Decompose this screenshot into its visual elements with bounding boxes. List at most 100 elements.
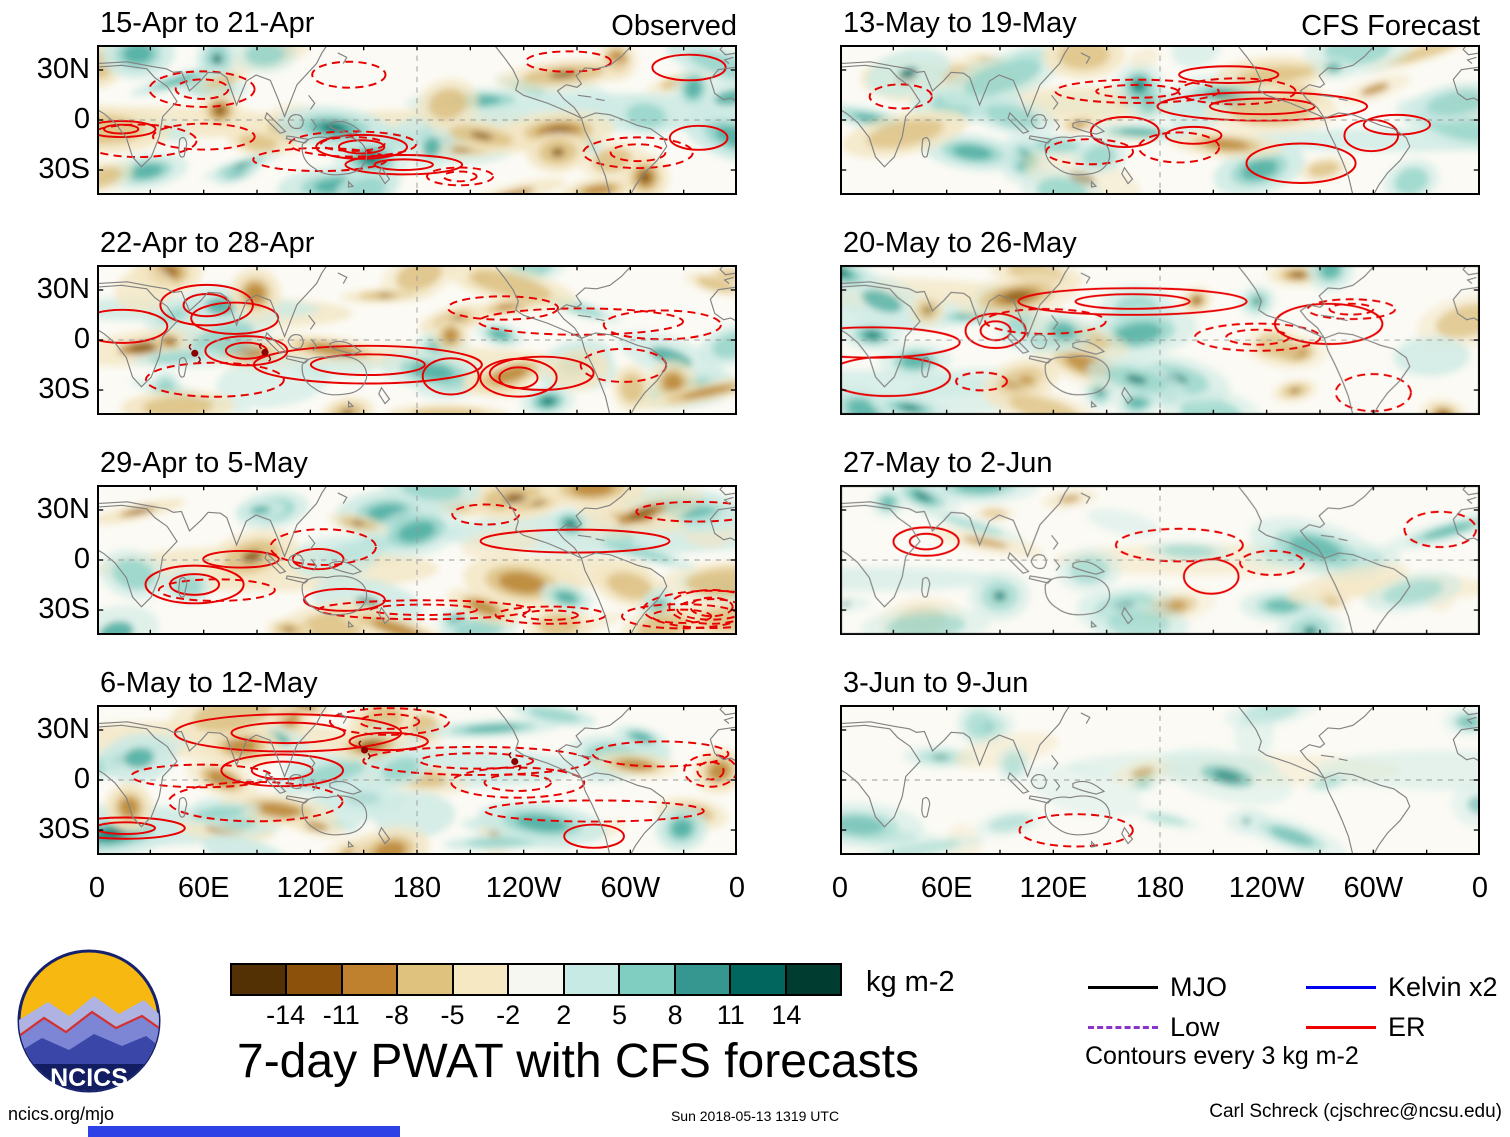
colorbar-cell <box>509 965 565 994</box>
gridlines <box>97 265 737 415</box>
panel-border <box>840 485 1480 635</box>
lat-tick-label: 0 <box>73 763 90 795</box>
cfs-forecast-label: CFS Forecast <box>1301 10 1480 42</box>
gridlines <box>97 705 737 855</box>
colorbar-tick-label: 8 <box>667 1000 683 1030</box>
legend-line <box>1088 1026 1158 1029</box>
lon-tick-label: 60W <box>600 872 661 904</box>
coastlines <box>97 265 737 415</box>
colorbar-cell <box>232 965 288 994</box>
colorbar-units-label: kg m-2 <box>866 966 955 998</box>
colorbar-cell <box>287 965 343 994</box>
panel-title: 3-Jun to 9-Jun <box>843 667 1029 699</box>
panel-border <box>97 485 737 635</box>
colorbar-cell <box>453 965 510 994</box>
panel-border <box>97 265 737 415</box>
panel-title: 22-Apr to 28-Apr <box>100 227 315 259</box>
map-forecast-week2-svg <box>840 265 1480 415</box>
colorbar-cell <box>398 965 454 994</box>
colorbar-labels: -14 -11 -8 -5 -2 2 5 8 11 14 <box>230 1000 842 1030</box>
map-observed-week3-svg <box>97 485 737 635</box>
lat-tick-label: 30N <box>36 713 90 745</box>
panel-title: 20-May to 26-May <box>843 227 1077 259</box>
map-forecast-week4 <box>840 705 1480 855</box>
panel-border <box>840 265 1480 415</box>
logo-mountains <box>19 996 159 1091</box>
colorbar <box>230 963 842 996</box>
coastlines <box>840 705 1480 855</box>
panel-title: 6-May to 12-May <box>100 667 318 699</box>
lon-tick-label: 0 <box>88 872 106 904</box>
lon-tick-label: 180 <box>1135 872 1185 904</box>
wave-contours <box>1018 813 1134 848</box>
bottom-blue-bar <box>88 1126 400 1137</box>
ncics-logo: NCICS <box>17 949 161 1093</box>
legend-item-mjo: MJO <box>1088 972 1306 1003</box>
lat-tick-label: 0 <box>73 103 90 135</box>
lon-tick-label: 120E <box>276 872 345 904</box>
colorbar-cell <box>786 965 840 994</box>
lon-tick-label: 180 <box>392 872 442 904</box>
lon-tick-label: 120W <box>485 872 562 904</box>
lon-tick-label: 0 <box>728 872 746 904</box>
gridlines <box>97 485 737 635</box>
lat-tick-label: 0 <box>73 543 90 575</box>
lat-tick-label: 30N <box>36 273 90 305</box>
gridlines <box>840 45 1480 195</box>
map-observed-week4-svg <box>97 705 737 855</box>
map-forecast-week1-svg <box>840 45 1480 195</box>
tropical-cyclone-marker <box>511 757 519 765</box>
coastlines <box>97 45 737 195</box>
lat-tick-label: 0 <box>73 323 90 355</box>
colorbar-tick-label: -14 <box>266 1000 306 1030</box>
wave-contours <box>868 65 1431 184</box>
lon-tick-label: 0 <box>831 872 849 904</box>
tropical-cyclone-marker <box>191 349 199 357</box>
coastlines <box>840 265 1480 415</box>
legend-line <box>1088 986 1158 989</box>
map-forecast-week1 <box>840 45 1480 195</box>
lat-tick-label: 30S <box>38 813 90 845</box>
tropical-cyclone-marker <box>261 348 269 356</box>
gridlines <box>97 45 737 195</box>
colorbar-tick-label: -11 <box>322 1000 360 1030</box>
map-observed-week4 <box>97 705 737 855</box>
lon-tick-label: 60E <box>920 872 973 904</box>
map-forecast-week3-svg <box>840 485 1480 635</box>
gridlines <box>840 485 1480 635</box>
map-observed-week1 <box>97 45 737 195</box>
anomaly-shading <box>840 265 1480 415</box>
colorbar-cell <box>675 965 732 994</box>
colorbar-tick-label: 5 <box>611 1000 627 1030</box>
gridlines <box>840 265 1480 415</box>
anomaly-shading <box>97 485 737 635</box>
colorbar-tick-label: -5 <box>440 1000 465 1030</box>
panel-title: 29-Apr to 5-May <box>100 447 308 479</box>
gridlines <box>840 705 1480 855</box>
colorbar-tick-label: 2 <box>556 1000 572 1030</box>
legend-label: ER <box>1388 1012 1426 1042</box>
footer-credit: Carl Schreck (cjschrec@ncsu.edu) <box>1209 1101 1502 1122</box>
map-forecast-week3 <box>840 485 1480 635</box>
legend-item-low: Low <box>1088 1012 1306 1043</box>
lon-tick-label: 120W <box>1228 872 1305 904</box>
panel-border <box>97 705 737 855</box>
legend-label: Kelvin x2 <box>1388 972 1498 1002</box>
tropical-cyclone-marker <box>361 746 369 754</box>
lat-tick-label: 30N <box>36 53 90 85</box>
anomaly-shading <box>97 45 737 195</box>
lon-tick-label: 120E <box>1019 872 1088 904</box>
colorbar-cell <box>731 965 787 994</box>
legend-item-kelvin-x2: Kelvin x2 <box>1306 972 1498 1003</box>
wave-legend: MJO Kelvin x2 Low ER <box>1088 972 1498 1043</box>
footer-timestamp: Sun 2018-05-13 1319 UTC <box>670 1108 840 1124</box>
coastlines <box>840 45 1480 195</box>
legend-line <box>1306 986 1376 989</box>
colorbar-tick-label: -8 <box>384 1000 409 1030</box>
legend-label: MJO <box>1170 972 1227 1002</box>
map-forecast-week4-svg <box>840 705 1480 855</box>
lat-tick-label: 30S <box>38 153 90 185</box>
map-observed-week3 <box>97 485 737 635</box>
coastlines <box>97 485 737 635</box>
legend-label: Low <box>1170 1012 1220 1042</box>
